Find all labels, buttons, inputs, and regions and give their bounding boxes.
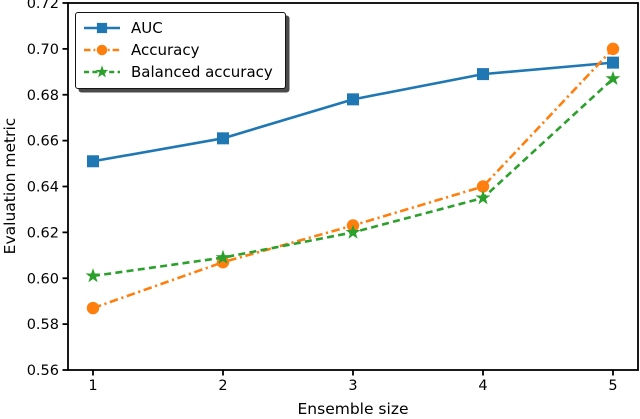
legend-item-balanced-accuracy: Balanced accuracy xyxy=(83,61,273,83)
legend-sample-marker-balanced-accuracy xyxy=(95,65,109,78)
legend-sample-marker-accuracy xyxy=(96,44,108,56)
axes-layer: 0.56 0.58 0.60 0.62 0.64 0.66 0.68 0.70 0.72 1 2 3 4… xyxy=(27,0,639,394)
series-marker-balanced-accuracy-x5 xyxy=(605,70,621,85)
x-tick-label-1: 1 xyxy=(88,378,97,394)
x-axis-label: Ensemble size xyxy=(298,400,409,418)
y-tick-label-0.72: 0.72 xyxy=(27,0,59,12)
series-marker-accuracy-x4 xyxy=(476,180,490,193)
legend-label-auc: AUC xyxy=(131,19,163,37)
series-marker-auc-x5 xyxy=(607,56,619,69)
auc-line-sample-icon xyxy=(84,22,120,34)
series-marker-accuracy-x5 xyxy=(606,42,620,56)
y-tick-label-0.64: 0.64 xyxy=(27,180,59,196)
series-marker-auc-x3 xyxy=(347,93,359,106)
legend-item-auc: AUC xyxy=(83,17,273,39)
y-tick-label-0.62: 0.62 xyxy=(27,225,59,241)
series-marker-balanced-accuracy-x1 xyxy=(85,268,101,283)
y-tick-label-0.68: 0.68 xyxy=(27,88,59,104)
x-tick-label-4: 4 xyxy=(478,378,487,394)
y-tick-label-0.66: 0.66 xyxy=(27,134,59,150)
series-marker-auc-x4 xyxy=(477,68,489,81)
x-tick-label-5: 5 xyxy=(608,378,617,394)
x-tick-label-2: 2 xyxy=(218,378,227,394)
series-line-balanced-accuracy xyxy=(92,77,614,278)
series-layer xyxy=(85,42,621,315)
y-axis-label: Evaluation metric xyxy=(1,118,19,255)
series-marker-accuracy-x1 xyxy=(86,301,100,315)
y-tick-label-0.60: 0.60 xyxy=(27,271,59,287)
legend-item-accuracy: Accuracy xyxy=(83,39,273,61)
y-tick-label-0.58: 0.58 xyxy=(27,317,59,333)
series-marker-balanced-accuracy-x2 xyxy=(215,249,231,264)
y-tick-label-0.70: 0.70 xyxy=(27,42,59,58)
balanced-accuracy-line-sample-icon xyxy=(84,65,120,78)
series-marker-auc-x1 xyxy=(87,155,99,168)
y-tick-label-0.56: 0.56 xyxy=(27,363,59,379)
legend-sample-marker-auc xyxy=(96,22,108,34)
legend-label-accuracy: Accuracy xyxy=(131,41,200,59)
accuracy-line-sample-icon xyxy=(84,44,120,56)
legend-label-balanced-accuracy: Balanced accuracy xyxy=(131,63,273,81)
x-tick-label-3: 3 xyxy=(348,378,357,394)
legend: AUC Accuracy Balanced accuracy xyxy=(75,12,286,89)
series-marker-auc-x2 xyxy=(217,132,229,145)
series-marker-balanced-accuracy-x3 xyxy=(345,224,361,239)
series-marker-balanced-accuracy-x4 xyxy=(475,190,491,205)
